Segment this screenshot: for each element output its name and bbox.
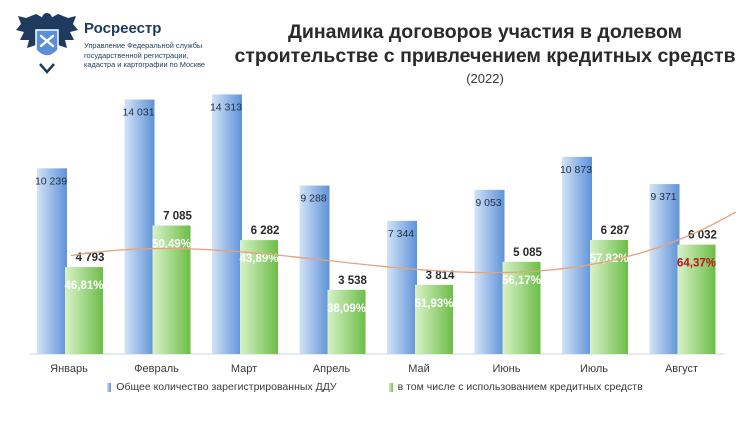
data-label-total-3: 9 288 bbox=[300, 193, 326, 205]
data-label-total-5: 9 053 bbox=[475, 197, 501, 209]
bar-total-3 bbox=[299, 185, 330, 354]
org-description-line-2: государственной регистрации, bbox=[84, 50, 189, 60]
chart-subtitle: (2022) bbox=[466, 71, 504, 86]
legend-swatch-total bbox=[107, 382, 112, 392]
bar-credit-7 bbox=[677, 244, 716, 354]
bar-total-1 bbox=[124, 99, 155, 354]
org-description-line-1: Управление Федеральной службы bbox=[84, 41, 203, 50]
data-label-share-5: 56,17% bbox=[502, 275, 541, 287]
data-label-share-6: 57,82% bbox=[589, 253, 628, 265]
trend-line bbox=[70, 211, 737, 274]
bar-total-7 bbox=[649, 184, 680, 354]
x-tick-label-5: Июнь bbox=[493, 363, 521, 375]
data-label-share-3: 38,09% bbox=[327, 303, 366, 315]
rosreestr-emblem-icon bbox=[16, 13, 78, 74]
bar-total-0 bbox=[37, 168, 67, 354]
bar-total-4 bbox=[387, 220, 417, 354]
legend-item-total: Общее количество зарегистрированных ДДУ bbox=[107, 381, 337, 393]
bar-credit-2 bbox=[240, 240, 278, 354]
bar-credit-5 bbox=[502, 261, 541, 354]
org-name: Росреестр bbox=[84, 20, 162, 37]
legend-item-credit: в том числе с использованием кредитных с… bbox=[388, 381, 643, 393]
bar-credit-6 bbox=[590, 239, 628, 354]
legend-swatch-credit bbox=[388, 382, 393, 392]
data-label-credit-6: 6 287 bbox=[601, 225, 630, 237]
data-label-credit-4: 3 814 bbox=[426, 270, 455, 282]
bar-credit-4 bbox=[415, 284, 453, 354]
bar-total-6 bbox=[562, 156, 592, 354]
legend-label-credit: в том числе с использованием кредитных с… bbox=[397, 381, 643, 393]
chart-title-line-2: строительстве с привлечением кредитных с… bbox=[234, 45, 736, 67]
data-label-total-2: 14 313 bbox=[210, 101, 242, 113]
data-label-credit-3: 3 538 bbox=[338, 275, 367, 287]
data-label-share-7: 64,37% bbox=[677, 258, 716, 270]
data-label-share-1: 50,49% bbox=[152, 239, 191, 251]
data-label-credit-0: 4 793 bbox=[76, 252, 105, 264]
bar-credit-0 bbox=[65, 267, 103, 354]
chart-legend: Общее количество зарегистрированных ДДУ … bbox=[0, 381, 750, 393]
data-label-share-0: 46,81% bbox=[64, 280, 103, 292]
data-label-total-4: 7 344 bbox=[388, 228, 414, 240]
chart-title: Динамика договоров участия в долевом стр… bbox=[230, 20, 740, 68]
x-tick-label-4: Май bbox=[408, 363, 430, 375]
data-label-credit-1: 7 085 bbox=[163, 211, 192, 223]
data-label-share-4: 51,93% bbox=[414, 298, 453, 310]
data-label-total-1: 14 031 bbox=[122, 107, 154, 119]
data-label-total-6: 10 873 bbox=[560, 164, 592, 176]
chart-title-line-1: Динамика договоров участия в долевом bbox=[287, 21, 683, 43]
bar-total-2 bbox=[212, 94, 242, 354]
data-label-total-7: 9 371 bbox=[650, 191, 676, 203]
data-label-credit-5: 5 085 bbox=[513, 247, 542, 259]
data-label-total-0: 10 239 bbox=[35, 175, 67, 187]
x-tick-label-7: Август bbox=[665, 363, 698, 375]
bar-credit-3 bbox=[327, 289, 366, 354]
x-tick-label-3: Апрель bbox=[313, 363, 351, 375]
org-description-line-3: кадастра и картографии по Москве bbox=[84, 60, 206, 70]
legend-label-total: Общее количество зарегистрированных ДДУ bbox=[116, 381, 337, 393]
x-tick-label-6: Июль bbox=[580, 363, 608, 375]
x-tick-label-1: Февраль bbox=[134, 363, 179, 375]
data-label-credit-7: 6 032 bbox=[688, 230, 717, 242]
data-label-credit-2: 6 282 bbox=[251, 225, 280, 237]
x-tick-label-0: Январь bbox=[50, 363, 88, 375]
x-tick-label-2: Март bbox=[231, 363, 257, 375]
org-description: Управление Федеральной службы государств… bbox=[84, 41, 224, 70]
data-label-share-2: 43,89% bbox=[239, 253, 278, 265]
bar-credit-1 bbox=[152, 225, 191, 354]
